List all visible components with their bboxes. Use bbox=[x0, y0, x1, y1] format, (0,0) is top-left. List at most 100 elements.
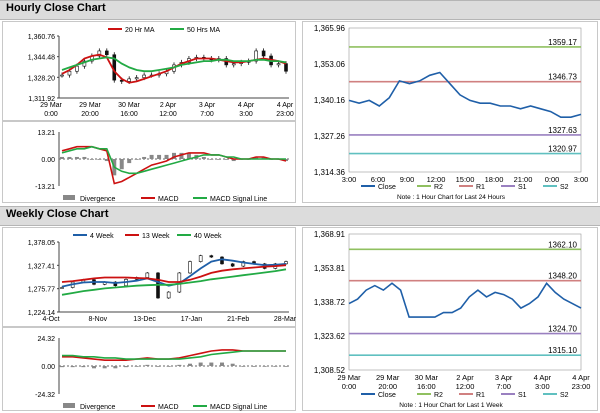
candle-body bbox=[231, 63, 236, 66]
x-tick-label: 0:00 bbox=[545, 175, 560, 184]
series-line-13-week bbox=[61, 264, 287, 283]
y-tick-label: 1,344.48 bbox=[28, 55, 55, 62]
weekly-section-title: Weekly Close Chart bbox=[6, 208, 109, 220]
candle-body bbox=[60, 287, 64, 289]
divergence-bar bbox=[230, 363, 235, 366]
divergence-bar bbox=[188, 363, 192, 366]
candle-body bbox=[241, 261, 246, 267]
y-tick-label: 13.21 bbox=[37, 130, 55, 137]
divergence-bar bbox=[81, 366, 86, 368]
legend: Close R2 R1 S1 S2 bbox=[361, 392, 569, 399]
legend-label-s1: S1 bbox=[518, 184, 527, 191]
y-tick-label: -24.32 bbox=[35, 392, 55, 399]
chart-svg: 13.21 0.00 -13.21 Divergence MACD MACD Signal… bbox=[35, 130, 289, 203]
candle-body bbox=[97, 50, 102, 57]
candle-body bbox=[60, 74, 64, 77]
candle-body bbox=[127, 78, 131, 82]
legend-label-40-week: 40 Week bbox=[194, 233, 222, 240]
pivot-label-r1: 1348.20 bbox=[548, 272, 577, 281]
legend-label-divergence: Divergence bbox=[80, 404, 116, 411]
pivot-label-s1: 1327.63 bbox=[548, 126, 577, 135]
hourly-section-title: Hourly Close Chart bbox=[6, 2, 106, 14]
legend-label-r2: R2 bbox=[434, 392, 443, 399]
x-tick-label: 21:00 bbox=[514, 175, 533, 184]
pivot-label-r2: 1362.10 bbox=[548, 240, 577, 249]
x-tick-label: 3:00 bbox=[535, 382, 550, 391]
x-tick-label: 12:00 bbox=[159, 111, 177, 118]
divergence-bar bbox=[224, 159, 229, 160]
pivot-label-s1: 1324.70 bbox=[548, 325, 577, 334]
series-line-macd-signal-line bbox=[62, 350, 286, 360]
legend-label-macd-signal-line: MACD Signal Line bbox=[210, 404, 267, 411]
divergence-bar bbox=[254, 156, 259, 159]
divergence-bar bbox=[186, 152, 191, 159]
hourly-price-chart: 1,360.76 1,344.48 1,328.20 1,311.92 29 Mar 0:… bbox=[2, 21, 296, 121]
candle-body bbox=[105, 50, 109, 56]
plot-frame bbox=[348, 27, 582, 173]
legend-label-4-week: 4 Week bbox=[90, 233, 114, 240]
legend-label-macd-signal-line: MACD Signal Line bbox=[210, 196, 267, 203]
chart-svg: 1,378.05 1,327.41 1,275.77 1,224.144-Oct 8-N… bbox=[28, 233, 297, 323]
legend: Divergence MACD MACD Signal Line bbox=[63, 195, 267, 203]
series-line-macd-signal-line bbox=[61, 145, 286, 175]
legend-label-r1: R1 bbox=[476, 392, 485, 399]
chart-footnote: Note : 1 Hour Chart for Last 1 Week bbox=[399, 402, 503, 409]
x-tick-label: 3:00 bbox=[342, 175, 357, 184]
x-tick-label: 0:00 bbox=[44, 111, 58, 118]
x-tick-label: 30 Mar bbox=[415, 373, 439, 382]
x-tick-label: 15:00 bbox=[456, 175, 475, 184]
candle-body bbox=[166, 291, 171, 299]
divergence-bar bbox=[67, 156, 72, 159]
divergence-bar bbox=[149, 154, 154, 159]
y-tick-label: 1,323.62 bbox=[314, 332, 346, 341]
y-tick-label: 0.00 bbox=[41, 157, 55, 164]
x-tick-label: 0:00 bbox=[342, 382, 357, 391]
divergence-bar bbox=[164, 154, 169, 159]
pivot-label-r1: 1346.73 bbox=[548, 73, 577, 82]
legend-swatch-divergence bbox=[63, 195, 75, 200]
x-tick-label: 3:00 bbox=[239, 111, 253, 118]
x-tick-label: 3 Apr bbox=[495, 373, 513, 382]
y-tick-label: 1,327.26 bbox=[314, 132, 346, 141]
divergence-bar bbox=[216, 159, 221, 160]
candle-body bbox=[284, 63, 288, 72]
divergence-bar bbox=[177, 364, 182, 366]
legend: 20 Hr MA 50 Hrs MA bbox=[108, 27, 220, 34]
divergence-bar bbox=[220, 362, 224, 366]
x-tick-label: 29 Mar bbox=[40, 102, 62, 109]
x-tick-label: 20:00 bbox=[81, 111, 99, 118]
candle-body bbox=[75, 65, 79, 72]
series-line-close bbox=[348, 282, 582, 318]
divergence-bar bbox=[89, 159, 94, 160]
y-tick-label: 1,368.91 bbox=[314, 230, 346, 239]
divergence-bar bbox=[209, 362, 214, 366]
y-tick-label: 1,314.36 bbox=[314, 168, 346, 177]
x-tick-label: 7:00 bbox=[200, 111, 214, 118]
x-tick-label: 2 Apr bbox=[456, 373, 474, 382]
chart-footnote: Note : 1 Hour Chart for Last 24 Hours bbox=[397, 194, 506, 201]
divergence-bar bbox=[261, 156, 266, 159]
divergence-bar bbox=[198, 362, 203, 366]
legend-label-s2: S2 bbox=[560, 392, 569, 399]
y-tick-label: 0.00 bbox=[41, 364, 55, 371]
x-tick-label: 29 Mar bbox=[376, 373, 400, 382]
x-tick-label: 23:00 bbox=[276, 111, 294, 118]
y-tick-label: 1,308.52 bbox=[314, 366, 346, 375]
legend-label-r2: R2 bbox=[434, 184, 443, 191]
y-tick-label: 1,311.92 bbox=[28, 96, 55, 103]
hourly-macd-chart: 13.21 0.00 -13.21 Divergence MACD MACD Signal… bbox=[2, 121, 296, 203]
candle-body bbox=[261, 50, 266, 57]
candle-body bbox=[284, 261, 288, 265]
candle-body bbox=[276, 63, 281, 66]
divergence-bar bbox=[201, 156, 206, 159]
chart-svg: 1,368.91 1,353.81 1,338.72 1,323.62 1,308.52… bbox=[314, 230, 591, 409]
divergence-bar bbox=[124, 366, 128, 368]
divergence-bar bbox=[92, 366, 96, 369]
y-tick-label: 1,338.72 bbox=[314, 298, 346, 307]
y-tick-label: 1,340.16 bbox=[314, 96, 346, 105]
chart-svg: 1,365.96 1,353.06 1,340.16 1,327.26 1,314.36… bbox=[314, 24, 588, 201]
y-tick-label: 1,328.20 bbox=[28, 75, 55, 82]
divergence-bar bbox=[134, 366, 139, 367]
x-tick-label: 28-Mar bbox=[274, 316, 297, 323]
